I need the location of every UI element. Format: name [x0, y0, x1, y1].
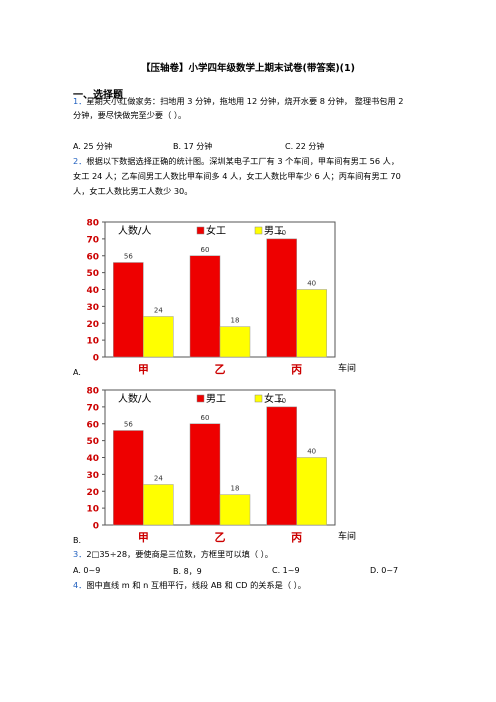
y-tick-label: 20: [86, 488, 99, 498]
bar: [266, 238, 297, 358]
legend-swatch: [196, 226, 205, 235]
category-label: 丙: [291, 363, 302, 376]
data-label: 40: [307, 280, 316, 288]
y-tick-label: 60: [86, 252, 99, 262]
category-label: 甲: [138, 531, 149, 544]
y-tick-label: 40: [86, 454, 99, 464]
bar: [189, 255, 221, 358]
x-axis-label: 车间: [338, 530, 356, 542]
data-label: 60: [201, 414, 210, 422]
document-title: 【压轴卷】小学四年级数学上期末试卷(带答案)(1): [141, 63, 355, 74]
legend-swatch: [196, 394, 205, 403]
y-tick-label: 20: [86, 320, 99, 330]
category-label: 丙: [291, 531, 302, 544]
q1-option-c: C. 22 分钟: [285, 142, 325, 151]
data-label: 56: [124, 421, 133, 429]
bar: [219, 494, 251, 526]
legend-label: 男工: [206, 393, 226, 405]
q1-line1: 1．星期天小红做家务：扫地用 3 分钟，拖地用 12 分钟，烧开水要 8 分钟，…: [73, 95, 403, 108]
q3-line: 3．2□35÷28，要使商是三位数，方框里可以填（ ）。: [73, 548, 273, 561]
q1-text: 星期天小红做家务：扫地用 3 分钟，拖地用 12 分钟，烧开水要 8 分钟， 整…: [86, 96, 404, 106]
bar-chart-b: 0 10 20 30 40 50 60 70 80 人数/人 男工 女工 56 24 甲 60 18 乙 70 40 丙…: [86, 387, 356, 545]
category-label: 乙: [215, 363, 226, 376]
y-tick-label: 40: [86, 286, 99, 296]
y-tick-label: 30: [86, 471, 99, 481]
legend-label: 女工: [264, 392, 284, 405]
category-label: 乙: [215, 531, 226, 544]
q2-line3: 人，女工人数比男工人数少 30。: [73, 186, 193, 196]
y-tick-label: 0: [93, 354, 99, 364]
bar: [113, 262, 144, 358]
q3-option-b: B. 8，9: [173, 567, 202, 576]
y-axis-label: 人数/人: [118, 392, 151, 405]
data-label: 18: [231, 317, 240, 325]
section-heading: 一、选择题: [73, 90, 123, 101]
q4-text: 图中直线 m 和 n 互相平行，线段 AB 和 CD 的关系是（ ）。: [86, 580, 306, 590]
q2-number: 2．: [73, 156, 87, 166]
legend-swatch: [254, 226, 263, 235]
x-axis-label: 车间: [338, 362, 356, 374]
y-tick-label: 70: [86, 403, 99, 413]
y-tick-label: 0: [93, 522, 99, 532]
q2-option-a: A.: [73, 368, 81, 377]
legend-swatch: [254, 394, 263, 403]
y-tick-label: 30: [86, 303, 99, 313]
q3-text: 2□35÷28，要使商是三位数，方框里可以填（ ）。: [86, 549, 273, 559]
bar-chart-a: 0 10 20 30 40 50 60 70 80 人数/人 女工 男工 56 24 甲 60 18 乙 70 40 丙…: [86, 219, 356, 377]
q2-line1: 2．根据以下数据选择正确的统计图。深圳某电子工厂有 3 个车间，甲车间有男工 5…: [73, 155, 399, 168]
data-label: 70: [277, 397, 286, 405]
q3-option-a: A. 0~9: [73, 566, 101, 575]
q2-line2: 女工 24 人；乙车间男工人数比甲车间多 4 人，女工人数比甲车少 6 人；丙车…: [73, 171, 401, 181]
y-tick-label: 50: [86, 437, 99, 447]
q1-option-a: A. 25 分钟: [73, 142, 113, 151]
legend-label: 男工: [264, 225, 284, 237]
bar: [296, 457, 327, 526]
q4-number: 4．: [73, 580, 87, 590]
q1-number: 1．: [73, 96, 87, 106]
q2-text: 根据以下数据选择正确的统计图。深圳某电子工厂有 3 个车间，甲车间有男工 56 …: [86, 156, 400, 166]
q1-option-b: B. 17 分钟: [173, 142, 213, 151]
y-tick-label: 70: [86, 235, 99, 245]
legend-label: 女工: [206, 224, 226, 237]
q2-option-b: B.: [73, 536, 82, 545]
y-tick-label: 10: [86, 505, 99, 515]
data-label: 24: [154, 307, 163, 315]
category-label: 甲: [138, 363, 149, 376]
y-tick-label: 60: [86, 420, 99, 430]
bar: [296, 289, 327, 358]
bar: [143, 316, 174, 358]
q3-number: 3．: [73, 549, 87, 559]
bar: [189, 423, 221, 526]
y-axis-label: 人数/人: [118, 224, 151, 237]
q1-line2: 分钟，要尽快做完至少要（ ）。: [73, 110, 187, 120]
y-tick-label: 80: [86, 219, 99, 229]
y-tick-label: 10: [86, 337, 99, 347]
bar: [113, 430, 144, 526]
bar: [219, 326, 251, 358]
data-label: 24: [154, 475, 163, 483]
y-tick-label: 80: [86, 387, 99, 397]
bar: [143, 484, 174, 526]
q3-option-c: C. 1~9: [272, 566, 300, 575]
data-label: 56: [124, 253, 133, 261]
data-label: 70: [277, 229, 286, 237]
q3-option-d: D. 0~7: [370, 566, 399, 575]
data-label: 18: [231, 485, 240, 493]
y-tick-label: 50: [86, 269, 99, 279]
data-label: 60: [201, 246, 210, 254]
bar: [266, 406, 297, 526]
data-label: 40: [307, 448, 316, 456]
q4-line: 4．图中直线 m 和 n 互相平行，线段 AB 和 CD 的关系是（ ）。: [73, 579, 306, 592]
